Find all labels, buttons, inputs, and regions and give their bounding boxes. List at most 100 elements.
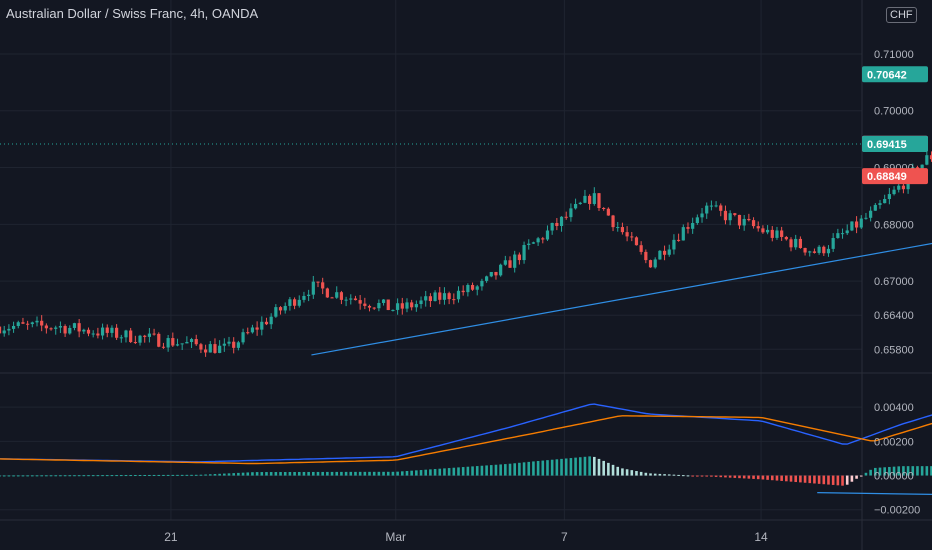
macd-histogram-bar	[73, 475, 76, 477]
macd-histogram-bar	[780, 475, 783, 481]
signal-line	[0, 415, 932, 465]
candle	[161, 346, 166, 348]
macd-histogram-bar	[119, 475, 123, 477]
macd-histogram-bar	[260, 472, 264, 476]
candle	[658, 250, 662, 260]
macd-histogram-bar	[766, 475, 769, 480]
macd-y-tick-label: 0.00000	[874, 471, 914, 483]
macd-histogram-bar	[513, 463, 516, 476]
candle	[264, 321, 269, 325]
macd-y-tick-label: 0.00400	[874, 402, 914, 414]
candle	[878, 203, 882, 205]
macd-histogram-bar	[269, 472, 273, 476]
candle	[798, 238, 802, 248]
candle	[854, 221, 859, 228]
macd-histogram-bar	[134, 475, 137, 477]
candle	[100, 327, 105, 336]
macd-histogram-bar	[316, 471, 320, 476]
candle	[583, 195, 587, 203]
macd-histogram-bar	[803, 475, 807, 483]
macd-histogram-bar	[733, 475, 737, 478]
candle	[96, 333, 100, 336]
macd-histogram-bar	[892, 466, 896, 476]
candle	[527, 243, 531, 246]
candle	[597, 193, 601, 209]
candle	[489, 271, 493, 277]
candle	[728, 213, 732, 221]
candle	[714, 205, 718, 207]
candle	[756, 226, 760, 229]
macd-histogram-bar	[279, 472, 282, 476]
macd-histogram-bar	[761, 475, 765, 480]
macd-histogram-bar	[855, 475, 858, 479]
candle	[555, 222, 559, 226]
candle	[115, 327, 119, 338]
candle	[21, 322, 25, 324]
candle	[236, 342, 240, 348]
candle	[892, 189, 896, 195]
macd-histogram-bar	[817, 475, 821, 484]
candle	[691, 223, 695, 229]
candle	[44, 325, 48, 329]
macd-histogram-bar	[16, 475, 20, 477]
candle	[677, 239, 681, 241]
macd-histogram-bar	[475, 466, 479, 476]
candle	[147, 333, 151, 337]
candle	[433, 292, 437, 302]
macd-histogram-bar	[54, 475, 58, 477]
macd-histogram-bar	[49, 475, 53, 477]
trendline	[311, 242, 932, 356]
macd-histogram-bar	[686, 475, 690, 477]
macd-histogram-bar	[199, 474, 203, 476]
candle	[466, 284, 470, 293]
macd-histogram-bar	[162, 474, 165, 476]
macd-histogram-bar	[574, 457, 577, 476]
macd-histogram-bar	[808, 475, 812, 484]
macd-histogram-bar	[480, 465, 484, 476]
candle	[58, 326, 63, 328]
candle	[330, 297, 334, 299]
candle	[35, 320, 39, 323]
macd-histogram-bar	[344, 471, 348, 476]
candle	[11, 325, 16, 329]
macd-histogram-bar	[35, 475, 39, 477]
macd-histogram-bar	[377, 471, 381, 476]
macd-histogram-bar	[864, 472, 868, 476]
candle	[775, 230, 779, 238]
macd-histogram-bar	[400, 471, 404, 476]
candle	[653, 259, 657, 268]
macd-histogram-bar	[532, 461, 535, 476]
macd-histogram-bar	[185, 474, 189, 476]
candle	[630, 236, 634, 238]
macd-histogram-bar	[330, 471, 334, 476]
macd-histogram-bar	[302, 471, 306, 476]
candle	[789, 239, 793, 248]
macd-histogram-bar	[358, 471, 362, 476]
macd-histogram-bar	[96, 475, 100, 477]
macd-histogram-bar	[68, 475, 72, 477]
macd-histogram-bar	[265, 472, 268, 476]
candle	[358, 300, 362, 304]
macd-histogram-bar	[443, 468, 446, 476]
candle	[883, 199, 887, 204]
candle	[475, 286, 479, 290]
macd-histogram-bar	[597, 458, 601, 476]
macd-histogram-bar	[391, 471, 395, 476]
candle	[424, 296, 428, 301]
currency-badge[interactable]: CHF	[886, 7, 917, 23]
candle	[494, 271, 498, 276]
macd-histogram-bar	[920, 466, 924, 476]
candle	[419, 300, 423, 305]
macd-histogram-bar	[438, 468, 442, 476]
candle	[133, 342, 137, 344]
candle	[751, 220, 756, 227]
candle	[592, 193, 596, 204]
candle	[840, 233, 845, 235]
macd-histogram-bar	[433, 469, 437, 476]
drawings[interactable]	[311, 71, 932, 356]
macd-histogram-bar	[7, 475, 11, 477]
macd-histogram-bar	[251, 472, 254, 476]
candle	[611, 215, 615, 228]
candle	[705, 205, 709, 214]
